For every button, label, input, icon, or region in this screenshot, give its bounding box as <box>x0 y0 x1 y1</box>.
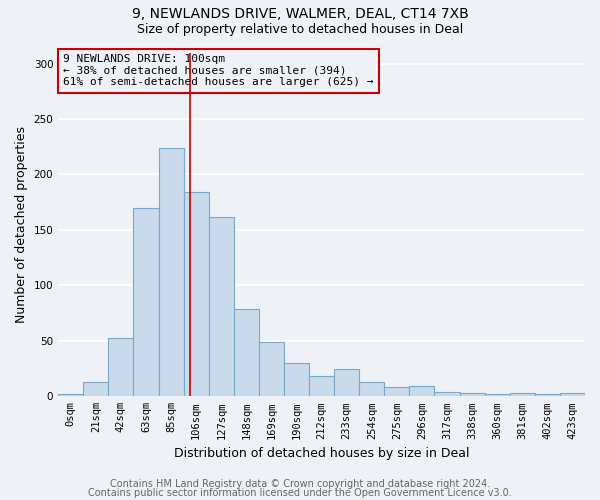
Bar <box>83 382 109 396</box>
Bar <box>184 192 209 396</box>
Bar <box>259 342 284 396</box>
Text: Contains HM Land Registry data © Crown copyright and database right 2024.: Contains HM Land Registry data © Crown c… <box>110 479 490 489</box>
Bar <box>334 368 359 396</box>
Bar <box>409 386 434 396</box>
Bar <box>209 216 234 396</box>
X-axis label: Distribution of detached houses by size in Deal: Distribution of detached houses by size … <box>174 447 469 460</box>
Bar <box>434 392 460 396</box>
Bar <box>510 393 535 396</box>
Text: 9, NEWLANDS DRIVE, WALMER, DEAL, CT14 7XB: 9, NEWLANDS DRIVE, WALMER, DEAL, CT14 7X… <box>131 8 469 22</box>
Bar <box>535 394 560 396</box>
Bar <box>485 394 510 396</box>
Bar <box>309 376 334 396</box>
Bar <box>158 148 184 396</box>
Text: Size of property relative to detached houses in Deal: Size of property relative to detached ho… <box>137 22 463 36</box>
Bar <box>560 393 585 396</box>
Bar <box>385 388 409 396</box>
Y-axis label: Number of detached properties: Number of detached properties <box>15 126 28 323</box>
Bar <box>58 394 83 396</box>
Bar <box>460 393 485 396</box>
Bar <box>284 363 309 396</box>
Bar <box>133 208 158 396</box>
Text: Contains public sector information licensed under the Open Government Licence v3: Contains public sector information licen… <box>88 488 512 498</box>
Bar <box>234 308 259 396</box>
Text: 9 NEWLANDS DRIVE: 100sqm
← 38% of detached houses are smaller (394)
61% of semi-: 9 NEWLANDS DRIVE: 100sqm ← 38% of detach… <box>64 54 374 88</box>
Bar <box>109 338 133 396</box>
Bar <box>359 382 385 396</box>
